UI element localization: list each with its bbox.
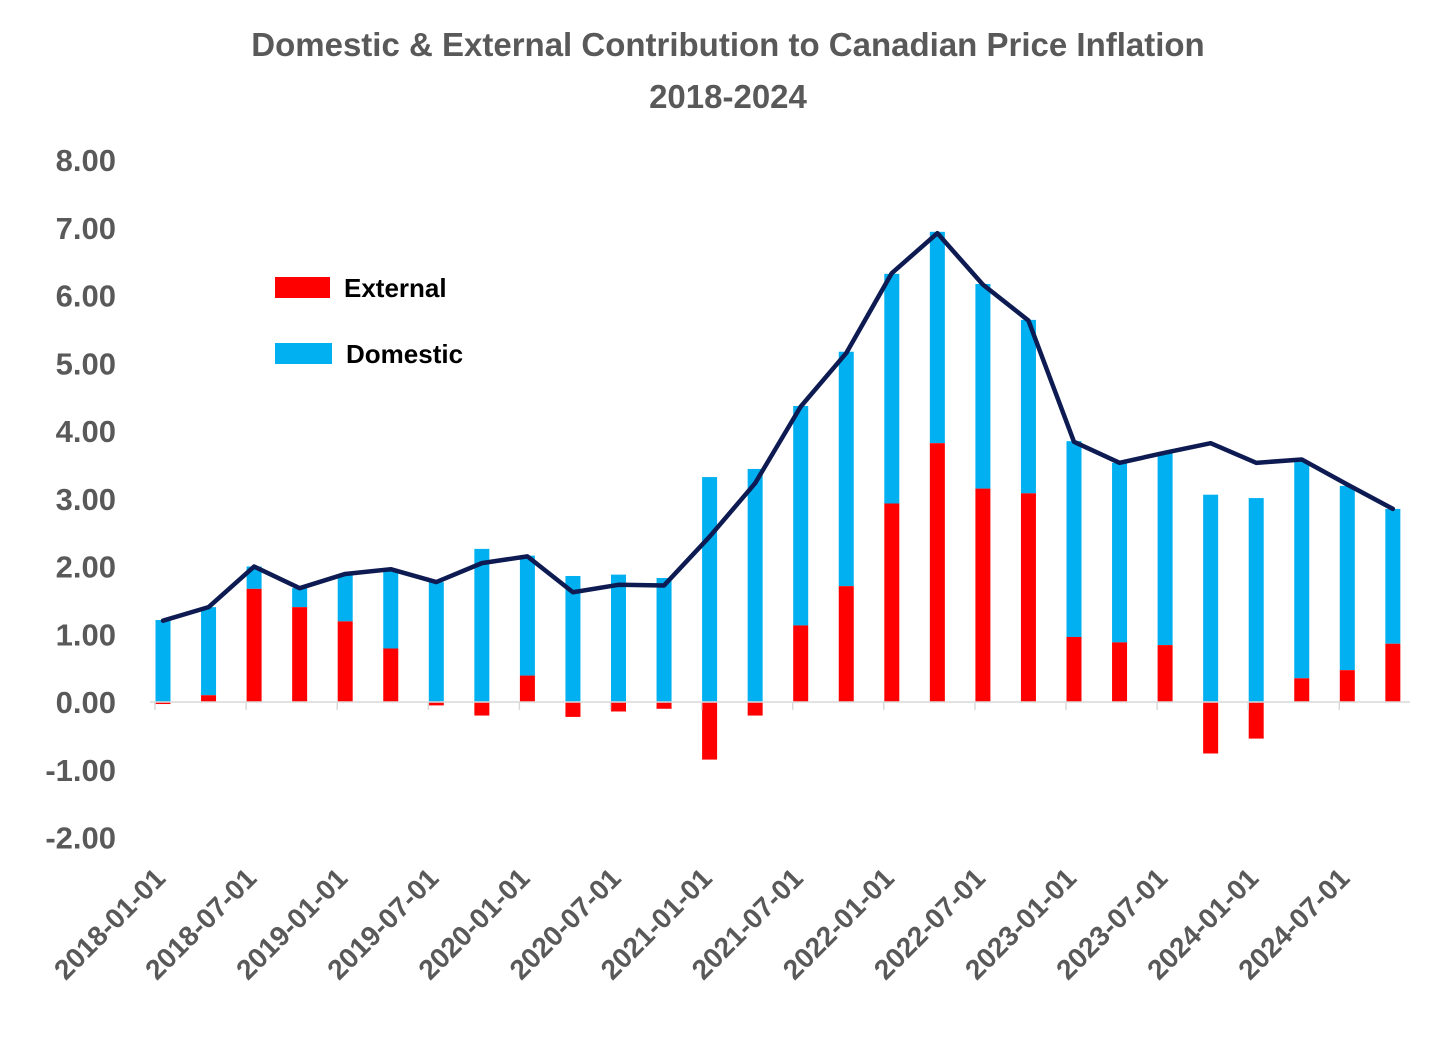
y-tick-label: 4.00 <box>56 414 116 449</box>
bar-domestic <box>838 351 854 587</box>
legend-swatch-external <box>275 277 330 298</box>
bar-domestic <box>474 548 490 702</box>
bar-domestic <box>155 620 171 702</box>
bar-external <box>884 503 900 702</box>
legend-swatch-domestic <box>275 343 332 364</box>
bar-external <box>1066 636 1082 702</box>
bar-domestic <box>884 273 900 504</box>
bar-external <box>1157 645 1173 702</box>
legend-label-external: External <box>344 273 447 303</box>
bar-external <box>1248 702 1264 739</box>
bar-external <box>565 702 581 717</box>
bar-external <box>292 607 308 702</box>
bar-domestic <box>793 405 809 626</box>
bar-domestic <box>1294 460 1310 679</box>
total-line <box>160 230 1396 623</box>
bar-external <box>1339 670 1355 702</box>
bar-domestic <box>565 575 581 702</box>
bar-domestic <box>1020 319 1036 494</box>
bars <box>155 231 1401 760</box>
bar-domestic <box>702 477 718 702</box>
bar-domestic <box>383 571 399 649</box>
chart-title: Domestic & External Contribution to Cana… <box>251 26 1204 63</box>
line-total <box>160 230 1396 623</box>
bar-domestic <box>337 573 353 622</box>
bar-external <box>975 488 991 702</box>
bar-external <box>1203 702 1219 754</box>
legend: External Domestic <box>275 273 463 369</box>
bar-domestic <box>1385 508 1401 644</box>
bar-external <box>519 675 535 702</box>
bar-external <box>428 702 444 706</box>
y-tick-label: 6.00 <box>56 279 116 314</box>
bar-external <box>793 625 809 702</box>
bar-external <box>474 702 490 716</box>
y-tick-label: 2.00 <box>56 550 116 585</box>
bar-external <box>201 695 217 702</box>
bar-domestic <box>519 555 535 676</box>
bar-external <box>1385 643 1401 702</box>
bar-domestic <box>747 468 763 702</box>
bar-domestic <box>1157 452 1173 646</box>
bar-domestic <box>975 283 991 489</box>
bar-domestic <box>1112 462 1128 643</box>
bar-domestic <box>1339 485 1355 671</box>
y-axis: 8.00 7.00 6.00 5.00 4.00 3.00 2.00 1.00 0.00 -1.0… <box>45 143 116 856</box>
bar-external <box>838 586 854 702</box>
y-tick-label: -2.00 <box>45 821 116 856</box>
bar-external <box>155 702 171 705</box>
bar-external <box>383 648 399 702</box>
y-tick-label: -1.00 <box>45 753 116 788</box>
chart-subtitle: 2018-2024 <box>649 78 807 115</box>
y-tick-label: 5.00 <box>56 346 116 381</box>
bar-external <box>747 702 763 716</box>
bar-domestic <box>292 588 308 608</box>
bar-external <box>702 702 718 760</box>
bar-domestic <box>611 574 626 702</box>
bar-domestic <box>428 582 444 702</box>
bar-external <box>1112 642 1128 702</box>
bar-domestic <box>1248 498 1264 702</box>
bar-external <box>337 621 353 702</box>
y-tick-label: 7.00 <box>56 211 116 246</box>
bar-domestic <box>1203 494 1219 702</box>
bar-domestic <box>201 607 217 696</box>
bar-external <box>246 588 262 702</box>
y-tick-label: 0.00 <box>56 685 116 720</box>
bar-domestic <box>929 231 945 444</box>
y-tick-label: 1.00 <box>56 617 116 652</box>
bar-external <box>1294 678 1310 702</box>
bar-external <box>656 702 672 709</box>
bar-external <box>1020 493 1036 702</box>
bar-domestic <box>656 578 672 702</box>
bar-domestic <box>1066 441 1082 637</box>
legend-label-domestic: Domestic <box>346 339 463 369</box>
y-tick-label: 3.00 <box>56 482 116 517</box>
y-tick-label: 8.00 <box>56 143 116 178</box>
bar-external <box>611 702 626 712</box>
bar-external <box>929 443 945 702</box>
